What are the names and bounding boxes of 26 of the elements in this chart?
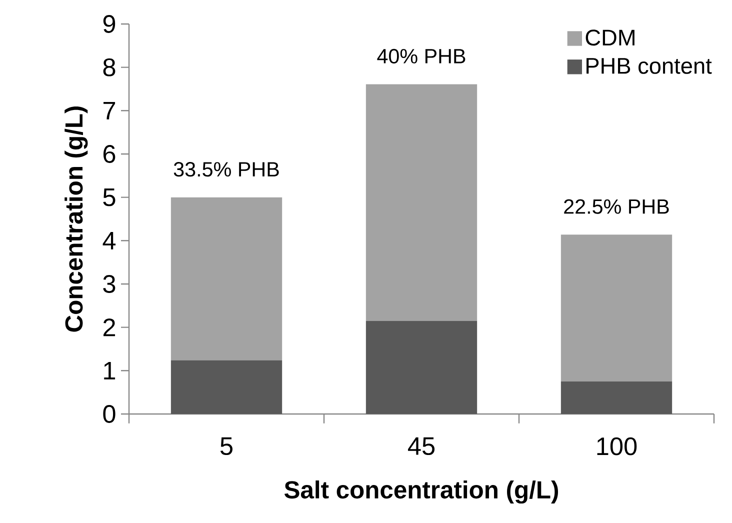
bar xyxy=(366,320,478,414)
y-tick-label: 4 xyxy=(102,232,116,250)
x-tick-label: 45 xyxy=(408,437,435,456)
x-tick-label: 5 xyxy=(220,437,232,456)
x-tick-label: 100 xyxy=(597,437,637,456)
bar xyxy=(366,84,478,321)
y-tick-label: 7 xyxy=(104,102,116,120)
bar xyxy=(560,381,672,414)
bar xyxy=(560,234,672,382)
legend-label: PHB content xyxy=(586,58,712,74)
y-tick-label: 8 xyxy=(103,58,116,76)
y-axis-title: Concentration (g/L) xyxy=(64,106,88,332)
y-tick-label: 0 xyxy=(103,405,116,423)
x-axis-title: Salt concentration (g/L) xyxy=(284,480,558,504)
annotation: 33.5% PHB xyxy=(174,162,279,177)
y-tick-label: 6 xyxy=(103,145,116,163)
annotation: 22.5% PHB xyxy=(564,199,669,214)
bar xyxy=(170,360,282,414)
bar xyxy=(170,197,282,360)
y-tick-label: 9 xyxy=(103,15,116,33)
y-tick-label: 1 xyxy=(104,362,116,380)
annotation: 40% PHB xyxy=(377,48,466,64)
y-tick-label: 5 xyxy=(103,188,116,206)
y-tick-label: 2 xyxy=(103,318,116,336)
y-tick-label: 3 xyxy=(103,275,116,293)
legend-label: CDM xyxy=(586,30,634,46)
